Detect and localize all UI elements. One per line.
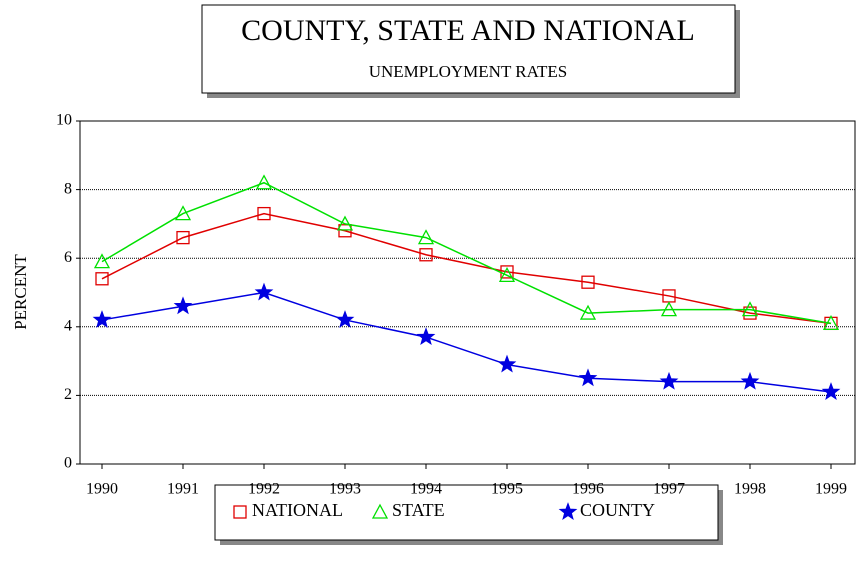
point — [741, 301, 759, 317]
series-line — [101, 181, 832, 325]
point — [417, 229, 435, 245]
x-tick-label: 1997 — [653, 481, 685, 498]
x-tick-label: 1994 — [410, 481, 442, 498]
point — [821, 382, 841, 400]
y-tick-label: 10 — [56, 112, 72, 129]
point — [255, 174, 273, 190]
legend-marker — [371, 503, 389, 519]
point — [579, 304, 597, 320]
y-tick-label: 2 — [64, 386, 72, 403]
x-tick-label: 1995 — [491, 481, 523, 498]
y-tick-label: 4 — [64, 317, 72, 334]
point — [660, 301, 678, 317]
y-axis-label: PERCENT — [11, 254, 30, 330]
point — [419, 248, 433, 262]
x-tick-label: 1992 — [248, 481, 280, 498]
point — [257, 206, 271, 221]
legend-label: NATIONAL — [252, 500, 343, 520]
x-tick-label: 1991 — [167, 481, 199, 498]
point — [416, 327, 436, 346]
point — [335, 310, 355, 328]
x-tick-label: 1996 — [572, 481, 604, 498]
point — [92, 310, 112, 328]
point — [176, 230, 190, 245]
chart-subtitle: UNEMPLOYMENT RATES — [369, 62, 568, 81]
point — [93, 253, 111, 269]
y-tick-label: 6 — [64, 249, 72, 266]
x-tick-label: 1993 — [329, 481, 361, 498]
title-box — [201, 4, 736, 94]
point — [336, 215, 354, 231]
point — [740, 371, 760, 390]
point — [338, 224, 352, 238]
legend-box — [214, 484, 719, 541]
x-tick-label: 1998 — [734, 481, 766, 498]
series-line — [101, 291, 832, 393]
legend-label: STATE — [392, 500, 445, 520]
point — [659, 371, 679, 390]
point — [578, 368, 598, 387]
plot-frame — [79, 120, 856, 465]
point — [822, 314, 840, 331]
legend-marker — [233, 505, 247, 519]
legend-label: COUNTY — [580, 500, 655, 520]
point — [497, 354, 517, 373]
point — [581, 275, 595, 289]
y-tick-label: 0 — [64, 455, 72, 472]
chart-title: COUNTY, STATE AND NATIONAL — [241, 14, 695, 47]
point — [254, 282, 274, 301]
x-tick-label: 1999 — [815, 481, 847, 498]
y-tick-label: 8 — [64, 180, 72, 197]
series-line — [101, 212, 832, 325]
point — [95, 272, 109, 286]
x-tick-label: 1990 — [86, 481, 118, 498]
legend-marker — [558, 502, 578, 520]
point — [173, 296, 193, 315]
point — [174, 205, 192, 221]
point — [498, 266, 516, 282]
